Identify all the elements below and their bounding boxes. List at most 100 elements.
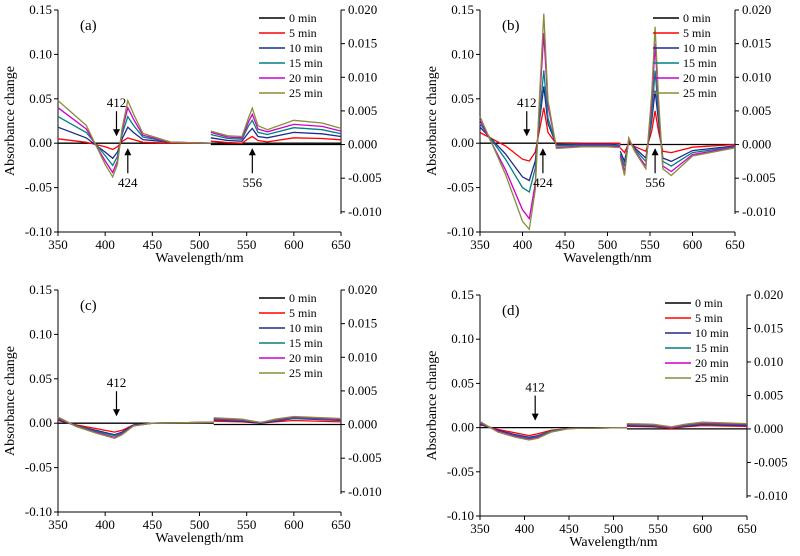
arrow-head xyxy=(112,129,120,137)
arrow-head xyxy=(248,148,256,156)
x-tick-label: 450 xyxy=(143,237,163,252)
x-axis-label: Wavelength/nm xyxy=(155,531,243,546)
y-left-tick-label: 0.05 xyxy=(29,91,52,106)
y-left-tick-label: 0.00 xyxy=(451,420,474,435)
annotation-label: 412 xyxy=(525,380,545,395)
chart-panel-b: 350 400 450 500 550 600 650 -0.10 -0.05 0.00 0.05 0… xyxy=(425,2,776,266)
y-left-tick-label: -0.05 xyxy=(447,180,474,195)
y-right-tick-label: 0.000 xyxy=(754,421,783,436)
x-tick-label: 500 xyxy=(190,237,210,252)
y-right-tick-label: 0.015 xyxy=(742,36,771,51)
x-tick-label: 350 xyxy=(470,521,490,536)
y-right-tick-label: 0.020 xyxy=(754,287,783,302)
y-right-tick-label: -0.010 xyxy=(742,204,776,219)
y-left-tick-label: -0.05 xyxy=(25,460,52,475)
annotation-label: 412 xyxy=(107,375,127,390)
y-right-tick-label: -0.005 xyxy=(348,170,382,185)
x-tick-label: 550 xyxy=(648,521,668,536)
annotation-arrow: 412 xyxy=(517,95,537,137)
series-line-left xyxy=(479,107,621,162)
x-tick-label: 600 xyxy=(693,521,713,536)
y-right-tick-label: 0.010 xyxy=(348,69,377,84)
legend-entry: 10 min xyxy=(695,326,729,340)
chart-panel-c: 350 400 450 500 550 600 650 -0.10 -0.05 0.00 0.05 0… xyxy=(3,282,382,546)
y-axis-label: Absorbance change xyxy=(3,346,18,456)
y-right-tick-label: 0.020 xyxy=(348,2,377,17)
series-line-right xyxy=(619,110,736,154)
legend-entry: 5 min xyxy=(695,311,723,325)
x-tick-label: 500 xyxy=(190,517,210,532)
y-left-tick-label: 0.15 xyxy=(451,2,474,17)
legend-entry: 0 min xyxy=(289,11,317,25)
arrow-head xyxy=(651,148,659,156)
legend-entry: 25 min xyxy=(289,366,323,380)
legend-entry: 0 min xyxy=(695,296,723,310)
y-right-tick-label: 0.015 xyxy=(348,316,377,331)
x-tick-label: 550 xyxy=(237,237,257,252)
series-line-left xyxy=(57,418,214,437)
y-left-tick-label: 0.15 xyxy=(451,287,474,302)
series-line-left xyxy=(479,33,621,221)
y-right-tick-label: -0.010 xyxy=(754,488,788,503)
y-right-tick-label: 0.005 xyxy=(742,103,771,118)
x-axis-label: Wavelength/nm xyxy=(563,251,651,266)
y-left-tick-label: -0.10 xyxy=(447,508,474,523)
series-line-right xyxy=(210,135,342,144)
legend-entry: 5 min xyxy=(683,26,711,40)
annotation-label: 556 xyxy=(243,175,263,190)
legend-entry: 15 min xyxy=(683,56,717,70)
panel-label: (b) xyxy=(502,18,520,34)
legend-entry: 25 min xyxy=(683,86,717,100)
y-left-tick-label: 0.10 xyxy=(29,326,52,341)
series-line-right xyxy=(626,421,748,428)
chart-panel-a: 350 400 450 500 550 600 650 -0.10 -0.05 0.00 0.05 0… xyxy=(3,2,382,266)
y-axis-label: Absorbance change xyxy=(425,66,440,176)
y-left-tick-label: 0.15 xyxy=(29,2,52,17)
x-tick-label: 400 xyxy=(513,237,533,252)
x-tick-label: 350 xyxy=(48,517,68,532)
x-tick-label: 500 xyxy=(604,521,624,536)
x-axis-label: Wavelength/nm xyxy=(155,251,243,266)
legend-entry: 10 min xyxy=(289,41,323,55)
series-line-right xyxy=(210,118,342,140)
y-right-tick-label: 0.010 xyxy=(348,349,377,364)
y-left-tick-label: 0.05 xyxy=(29,371,52,386)
x-tick-label: 500 xyxy=(598,237,618,252)
y-right-tick-label: 0.015 xyxy=(754,320,783,335)
legend-entry: 0 min xyxy=(683,11,711,25)
y-left-tick-label: -0.10 xyxy=(25,504,52,519)
panel-label: (c) xyxy=(80,298,97,314)
annotation-arrow: 424 xyxy=(533,148,553,190)
series-line-left xyxy=(57,98,211,179)
x-tick-label: 350 xyxy=(48,237,68,252)
annotation-arrow: 556 xyxy=(645,148,665,190)
arrow-head xyxy=(124,148,132,156)
series-line-left xyxy=(57,137,211,151)
annotation-label: 556 xyxy=(645,175,665,190)
legend-entry: 20 min xyxy=(683,71,717,85)
y-left-tick-label: 0.05 xyxy=(451,375,474,390)
y-left-tick-label: -0.10 xyxy=(25,224,52,239)
y-right-tick-label: 0.010 xyxy=(754,354,783,369)
annotation-arrow: 424 xyxy=(118,148,138,190)
arrow-head xyxy=(112,409,120,417)
legend-entry: 20 min xyxy=(289,71,323,85)
x-tick-label: 650 xyxy=(725,237,745,252)
y-left-tick-label: 0.00 xyxy=(29,415,52,430)
series-line-left xyxy=(479,13,621,231)
x-tick-label: 400 xyxy=(515,521,535,536)
legend-entry: 5 min xyxy=(289,26,317,40)
legend-entry: 20 min xyxy=(695,356,729,370)
legend-entry: 15 min xyxy=(289,336,323,350)
chart-panel-d: 350 400 450 500 550 600 650 -0.10 -0.05 0.00 0.05 0… xyxy=(425,287,788,550)
x-tick-label: 400 xyxy=(95,517,115,532)
legend-entry: 25 min xyxy=(695,371,729,385)
y-right-tick-label: 0.000 xyxy=(348,137,377,152)
y-left-tick-label: 0.10 xyxy=(451,46,474,61)
y-right-tick-label: 0.005 xyxy=(754,387,783,402)
y-left-tick-label: 0.00 xyxy=(451,135,474,150)
y-left-tick-label: -0.10 xyxy=(447,224,474,239)
y-left-tick-label: 0.00 xyxy=(29,135,52,150)
y-right-tick-label: -0.010 xyxy=(348,484,382,499)
annotation-label: 424 xyxy=(533,175,553,190)
